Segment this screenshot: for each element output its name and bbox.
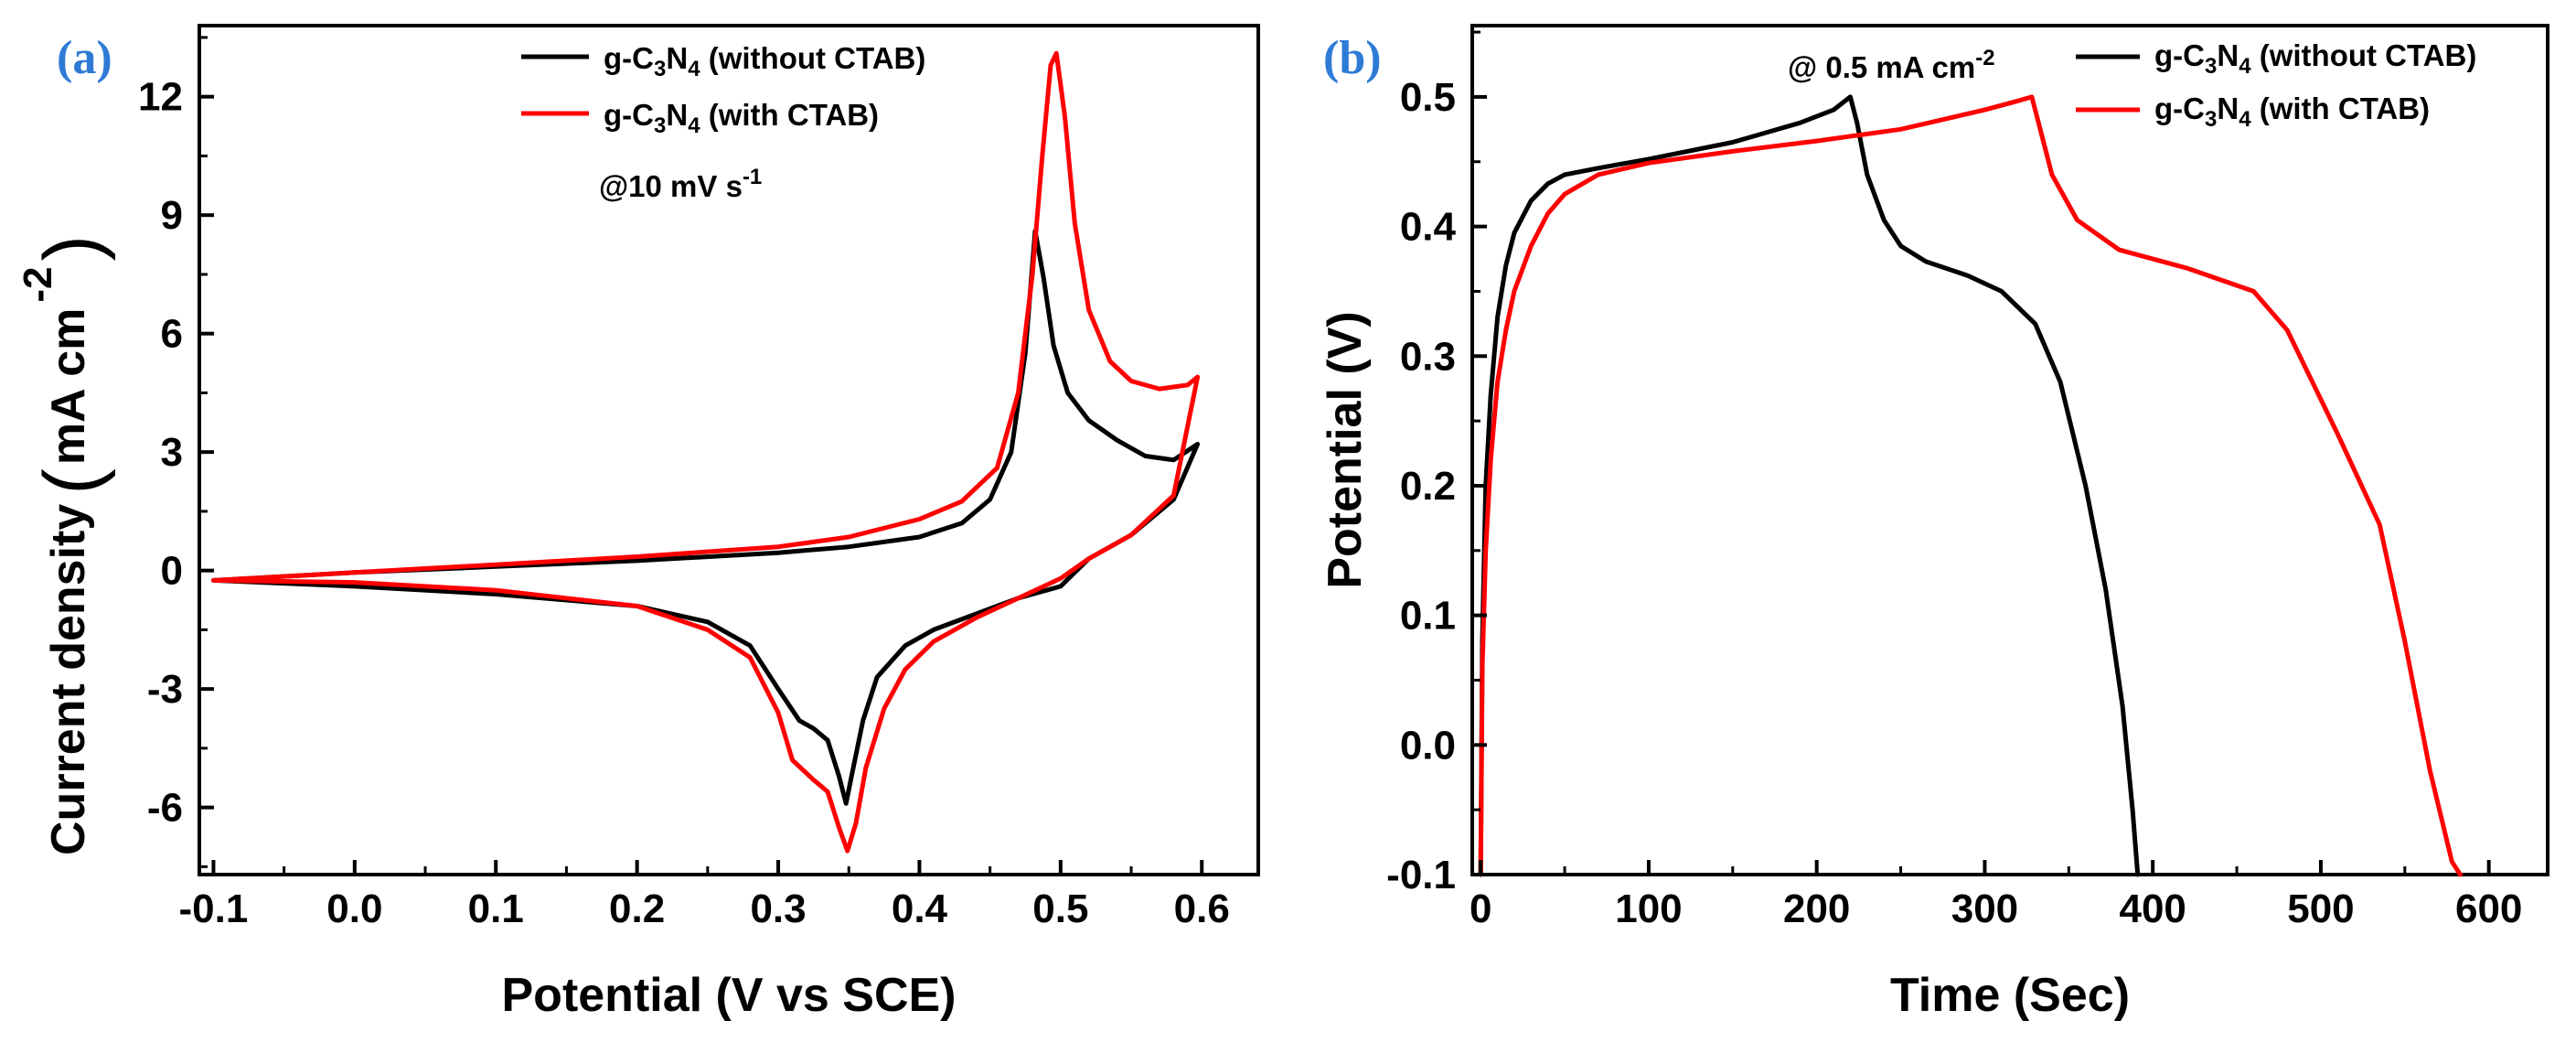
panel-a-x-axis-label: Potential (V vs SCE) <box>502 969 957 1022</box>
panel-b-x-axis-label: Time (Sec) <box>1890 969 2130 1022</box>
panel-b-x-tick-label: 300 <box>1951 886 2018 931</box>
panel-a-x-tick-label: 0.1 <box>468 886 524 931</box>
panel-b-x-tick-label: 600 <box>2455 886 2522 931</box>
paren-open: ( <box>28 468 116 495</box>
panel-b-y-tick-label: 0.0 <box>1400 723 1456 768</box>
panel-a-y-tick-label: 12 <box>138 75 183 120</box>
panel-b-label: (b) <box>1323 32 1382 84</box>
panel-a-y-tick-label: -6 <box>147 786 183 831</box>
panel-a-x-tick-label: 0.0 <box>326 886 382 931</box>
panel-b-y-tick-label: 0.2 <box>1400 464 1456 509</box>
panel-a-x-tick-label: -0.1 <box>179 886 249 931</box>
panel-a-x-tick-label: 0.4 <box>892 886 948 931</box>
panel-a-label: (a) <box>57 32 112 84</box>
panel-b-y-tick-label: -0.1 <box>1386 853 1456 897</box>
panel-a-x-tick-label: 0.6 <box>1174 886 1230 931</box>
figure: (a) -0.1 0.0 0.1 0.2 0.3 0.4 0.5 0.6 -6 -3 0 3 6 9 12… <box>0 0 2576 1042</box>
paren-close: ) <box>28 235 116 262</box>
panel-a-x-tick-label: 0.3 <box>750 886 806 931</box>
panel-b-x-tick-label: 500 <box>2287 886 2354 931</box>
panel-a-x-tick-label: 0.5 <box>1032 886 1088 931</box>
panel-b-y-tick-label: 0.4 <box>1400 205 1457 250</box>
panel-b-x-tick-label: 200 <box>1783 886 1850 931</box>
panel-b-y-tick-label: 0.3 <box>1400 334 1456 379</box>
panel-b-current-annotation: @ 0.5 mA cm-2 <box>1788 46 1995 84</box>
panel-b-y-axis-label: Potential (V) <box>1319 311 1372 588</box>
panel-b-x-tick-label: 0 <box>1470 886 1491 931</box>
panel-a-y-tick-label: 9 <box>161 193 183 238</box>
panel-a-y-tick-label: 3 <box>161 430 183 475</box>
panel-a-y-tick-label: 6 <box>161 312 183 357</box>
panel-a-x-tick-label: 0.2 <box>609 886 665 931</box>
panel-b-y-tick-label: 0.1 <box>1400 594 1456 639</box>
panel-b-x-tick-label: 400 <box>2119 886 2186 931</box>
panel-a-y-tick-label: -3 <box>147 667 183 712</box>
panel-a-y-tick-label: 0 <box>161 549 183 594</box>
panel-a-scan-rate-annotation: @10 mV s-1 <box>599 165 762 203</box>
panel-b-y-tick-label: 0.5 <box>1400 75 1456 120</box>
panel-b-x-tick-label: 100 <box>1615 886 1682 931</box>
figure-background <box>0 0 2576 1042</box>
